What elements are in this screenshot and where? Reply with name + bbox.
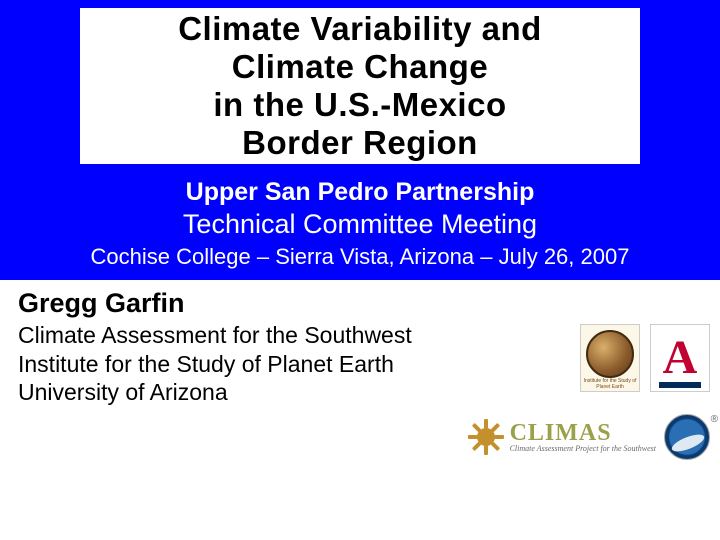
top-right-logos: Institute for the Study of Planet Earth …	[580, 324, 710, 392]
climas-word: CLIMAS	[510, 421, 656, 445]
affil-line-3: University of Arizona	[18, 379, 228, 405]
title-line-4: Border Region	[242, 124, 478, 161]
presentation-slide: Climate Variability and Climate Change i…	[0, 0, 720, 540]
event-location-date: Cochise College – Sierra Vista, Arizona …	[40, 244, 680, 274]
university-of-arizona-logo: A	[650, 324, 710, 392]
climas-logo: CLIMAS Climate Assessment Project for th…	[468, 419, 656, 455]
noaa-logo	[664, 414, 710, 460]
title-line-1: Climate Variability and	[178, 10, 542, 47]
title-banner: Climate Variability and Climate Change i…	[0, 0, 720, 280]
slide-title: Climate Variability and Climate Change i…	[80, 8, 640, 164]
affil-line-2: Institute for the Study of Planet Earth	[18, 351, 394, 377]
ispe-caption: Institute for the Study of Planet Earth	[581, 378, 639, 390]
climas-text: CLIMAS Climate Assessment Project for th…	[510, 421, 656, 453]
partnership-name: Upper San Pedro Partnership	[40, 178, 680, 207]
presenter-affiliation: Climate Assessment for the Southwest Ins…	[18, 321, 478, 407]
bottom-right-logos: CLIMAS Climate Assessment Project for th…	[468, 414, 710, 460]
climas-subtitle: Climate Assessment Project for the South…	[510, 445, 656, 453]
presenter-block: Gregg Garfin Climate Assessment for the …	[0, 280, 720, 466]
event-block: Upper San Pedro Partnership Technical Co…	[40, 178, 680, 274]
ispe-logo: Institute for the Study of Planet Earth	[580, 324, 640, 392]
affil-line-1: Climate Assessment for the Southwest	[18, 322, 412, 348]
globe-icon	[586, 330, 634, 378]
meeting-name: Technical Committee Meeting	[40, 209, 680, 240]
sun-icon	[468, 419, 504, 455]
title-line-3: in the U.S.-Mexico	[213, 86, 506, 123]
title-line-2: Climate Change	[232, 48, 488, 85]
ua-letter-a-icon: A	[663, 334, 698, 382]
presenter-name: Gregg Garfin	[18, 288, 702, 319]
registered-mark: ®	[711, 414, 718, 425]
